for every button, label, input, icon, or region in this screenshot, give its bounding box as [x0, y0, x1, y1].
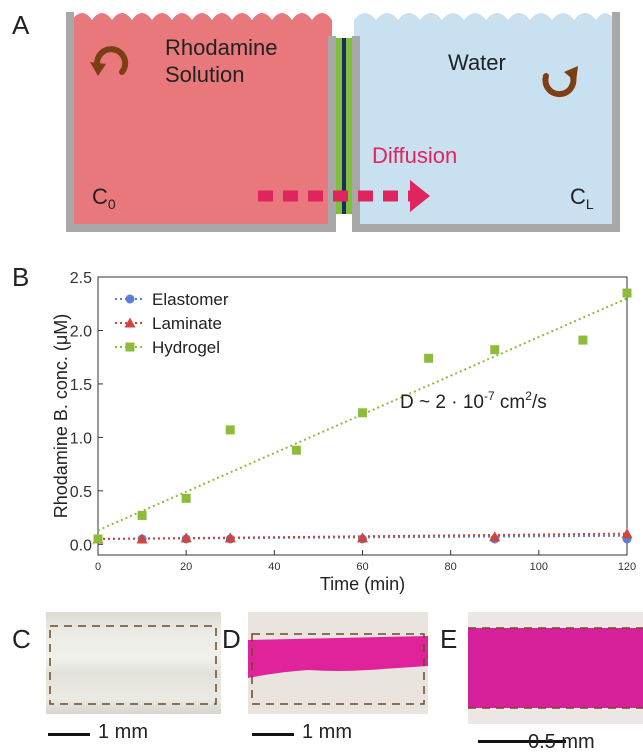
- diffusion-cell-diagram: Rhodamine Solution Water Diffusion C0 CL: [66, 12, 620, 232]
- membrane-core: [342, 38, 346, 214]
- hydrogel-data-point: [578, 335, 588, 345]
- rhodamine-solution-label-line1: Rhodamine: [165, 35, 278, 60]
- right-chamber-right-wall: [612, 12, 620, 232]
- x-tick-label: 80: [445, 561, 457, 573]
- cl-label: CL: [570, 184, 594, 212]
- hydrogel-data-point: [93, 534, 103, 544]
- hydrogel-data-point: [225, 425, 235, 435]
- legend-marker-laminate: [124, 317, 136, 328]
- laminate-data-point: [180, 532, 192, 543]
- y-tick-label: 2.0: [70, 323, 92, 340]
- laminate-data-point: [136, 533, 148, 544]
- concentration-chart: 0 20 40 60 80 100 120 0.0 0.5 1.0 1.5 2.0 2.5 Time (m…: [51, 270, 636, 594]
- laminate-data-point: [489, 531, 501, 542]
- stir-arrow-icon: [90, 46, 129, 76]
- panel-a-letter: A: [12, 10, 30, 40]
- rhodamine-solution-chamber: [72, 13, 332, 225]
- scale-bar-label: 0.5 mm: [528, 731, 595, 753]
- left-chamber-right-wall: [328, 36, 336, 232]
- scale-bar-label: 1 mm: [98, 721, 148, 743]
- micrograph-elastomer: [46, 612, 221, 714]
- x-tick-label: 60: [356, 561, 368, 573]
- laminate-data-point: [224, 532, 236, 543]
- scale-bar: [252, 733, 294, 736]
- legend-label-elastomer: Elastomer: [152, 290, 229, 309]
- diffusion-coefficient-annotation: D ~ 2 · 10-7 cm2/s: [400, 389, 547, 413]
- micrograph-laminate: [248, 612, 428, 714]
- rhodamine-solution-label-line2: Solution: [165, 62, 245, 87]
- x-tick-label: 100: [530, 561, 548, 573]
- x-tick-label: 20: [180, 561, 192, 573]
- y-tick-label: 1.0: [70, 430, 92, 447]
- y-tick-label: 1.5: [70, 377, 92, 394]
- region-outline: [49, 625, 217, 705]
- diffusion-arrow-icon: [258, 180, 430, 212]
- x-tick-label: 40: [268, 561, 280, 573]
- y-tick-label: 0.5: [70, 484, 92, 501]
- micrograph-hydrogel: [468, 612, 643, 724]
- left-chamber-left-wall: [66, 12, 74, 232]
- laminate-fit-line: [97, 532, 628, 540]
- hydrogel-data-point: [424, 353, 434, 363]
- legend-label-laminate: Laminate: [152, 314, 222, 333]
- panel-c-letter: C: [12, 624, 31, 654]
- hydrogel-data-point: [291, 445, 301, 455]
- hydrogel-data-point: [622, 288, 632, 298]
- panel-b-letter: B: [12, 262, 30, 292]
- hydrogel-data-point: [358, 408, 367, 418]
- panel-e-letter: E: [440, 624, 458, 654]
- right-chamber-floor: [352, 224, 620, 232]
- laminate-data-point: [357, 532, 368, 543]
- region-outline: [468, 627, 643, 709]
- hydrogel-data-point: [181, 493, 191, 503]
- water-label: Water: [448, 50, 506, 75]
- c0-label: C0: [92, 184, 116, 212]
- hydrogel-data-point: [137, 510, 147, 520]
- hydrogel-data-point: [490, 345, 500, 355]
- x-tick-label: 120: [618, 561, 636, 573]
- x-axis-label: Time (min): [320, 574, 405, 594]
- diffusion-label: Diffusion: [372, 143, 457, 168]
- y-axis-label: Rhodamine B. conc. (μM): [51, 314, 71, 518]
- legend-marker-elastomer: [125, 294, 135, 304]
- x-tick-label: 0: [95, 561, 101, 573]
- panel-d-letter: D: [222, 624, 241, 654]
- laminate-data-point: [621, 528, 633, 539]
- scale-bar: [48, 733, 90, 736]
- scale-bar: [478, 740, 566, 743]
- right-chamber-left-wall: [352, 36, 360, 232]
- stir-arrow-icon: [542, 66, 578, 98]
- region-outline: [248, 633, 428, 705]
- legend-label-hydrogel: Hydrogel: [152, 338, 220, 357]
- y-tick-label: 0.0: [70, 537, 92, 554]
- hydrogel-fit-line: [97, 297, 628, 532]
- legend-marker-hydrogel: [125, 342, 135, 352]
- water-chamber: [354, 13, 614, 225]
- scale-bar-label: 1 mm: [302, 721, 352, 743]
- left-chamber-floor: [66, 224, 336, 232]
- elastomer-fit-line: [97, 534, 628, 540]
- y-tick-label: 2.5: [70, 270, 92, 287]
